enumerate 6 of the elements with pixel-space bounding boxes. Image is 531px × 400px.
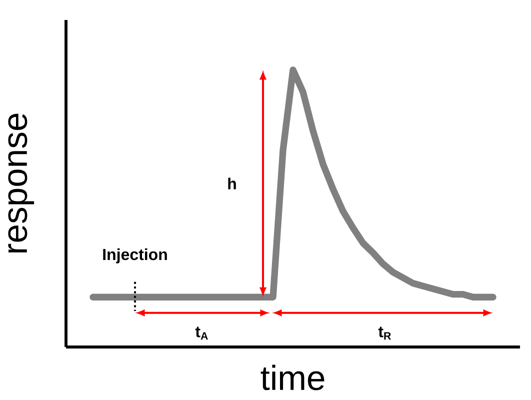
annotation: t$_{R}$ xyxy=(378,326,391,340)
annotation: h xyxy=(228,178,236,190)
y-axis-title: response xyxy=(8,114,34,253)
annotation: t$_{A}$ xyxy=(195,326,208,340)
x-axis-title: time xyxy=(260,364,324,390)
annotation: Injection xyxy=(103,248,167,264)
